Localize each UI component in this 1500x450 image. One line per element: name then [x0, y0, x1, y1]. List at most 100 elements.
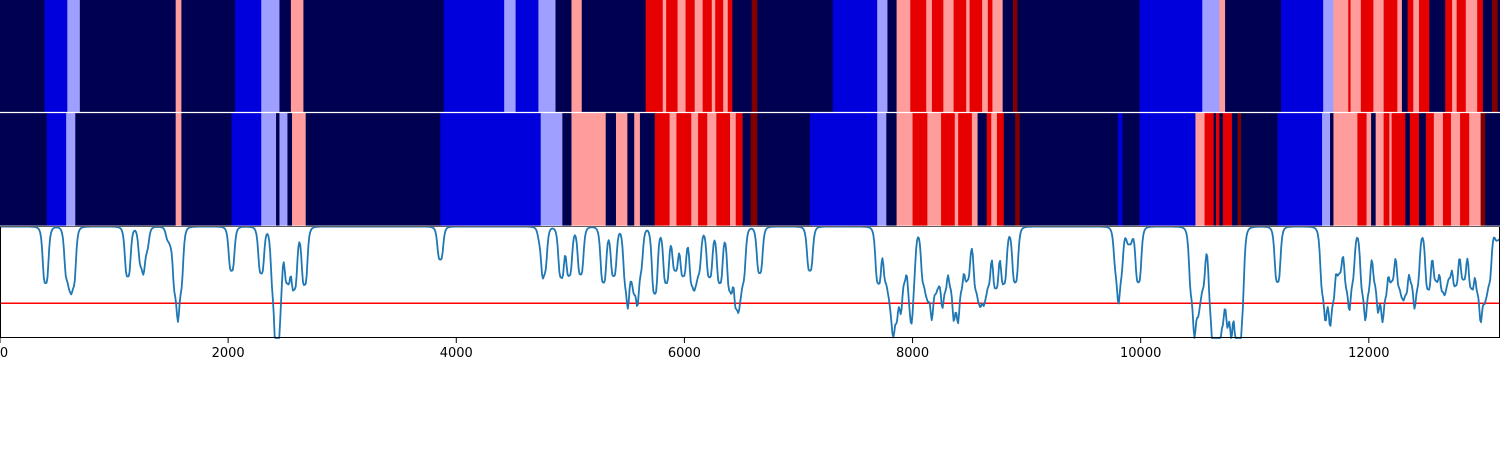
heatmap-top-cell-49 [1139, 0, 1203, 113]
heatmap-bottom-cell-10 [287, 113, 293, 226]
heatmap-bottom-cell-38 [912, 113, 928, 226]
heatmap-top-cell-41 [966, 0, 970, 113]
heatmap-bottom-cell-70 [1375, 113, 1385, 226]
heatmap-bottom-cell-37 [896, 113, 913, 226]
heatmap-top-cell-47 [1012, 0, 1018, 113]
heatmap-top-cell-44 [987, 0, 993, 113]
heatmap-top-cell-65 [1419, 0, 1430, 113]
heatmap-bottom-cell-66 [1333, 113, 1358, 226]
heatmap-bottom-cell-56 [1213, 113, 1217, 226]
signal-line-panel [0, 225, 1500, 339]
heatmap-bottom-cell-54 [1195, 113, 1205, 226]
heatmap-top-strip [0, 0, 1500, 113]
heatmap-bottom-cell-0 [0, 113, 48, 226]
heatmap-bottom-cell-26 [698, 113, 708, 226]
heatmap-bottom-cell-46 [991, 113, 998, 226]
heatmap-bottom-cell-41 [954, 113, 959, 226]
heatmap-bottom-cell-43 [971, 113, 978, 226]
heatmap-top-cell-18 [645, 0, 664, 113]
heatmap-bottom-cell-2 [66, 113, 76, 226]
heatmap-bottom-cell-39 [927, 113, 942, 226]
line-panel-background [0, 226, 1500, 338]
heatmap-bottom-cell-4 [175, 113, 182, 226]
heatmap-top-cell-63 [1407, 0, 1414, 113]
heatmap-bottom-cell-44 [977, 113, 988, 226]
heatmap-top-cell-27 [723, 0, 729, 113]
heatmap-bottom-cell-30 [735, 113, 743, 226]
heatmap-bottom-cell-80 [1450, 113, 1461, 226]
heatmap-bottom-cell-29 [730, 113, 737, 226]
heatmap-top-cell-53 [1280, 0, 1324, 113]
heatmap-top-cell-46 [1002, 0, 1014, 113]
heatmap-top-cell-17 [581, 0, 647, 113]
x-axis: 0 2000 4000 6000 8000 10000 12000 [0, 338, 1389, 361]
heatmap-top-cell-15 [555, 0, 572, 113]
x-tick-label-5: 10000 [1120, 346, 1161, 361]
heatmap-top-cell-20 [666, 0, 678, 113]
heatmap-bottom-cell-84 [1485, 113, 1500, 226]
heatmap-bottom-cell-47 [996, 113, 1005, 226]
heatmap-top-cell-3 [79, 0, 177, 113]
heatmap-bottom-cell-48 [1003, 113, 1016, 226]
heatmap-top-cell-74 [1497, 0, 1500, 113]
heatmap-bottom-cell-7 [261, 113, 277, 226]
heatmap-top-cell-7 [261, 0, 280, 113]
heatmap-bottom-cell-65 [1330, 113, 1334, 226]
heatmap-top-cell-31 [757, 0, 834, 113]
heatmap-bottom-cell-64 [1322, 113, 1331, 226]
heatmap-top-cell-0 [0, 0, 45, 113]
heatmap-top-cell-54 [1323, 0, 1334, 113]
x-tick-label-3: 6000 [668, 346, 701, 361]
heatmap-bottom-cell-79 [1442, 113, 1452, 226]
heatmap-top-cell-61 [1397, 0, 1403, 113]
heatmap-bottom-cell-27 [707, 113, 717, 226]
heatmap-bottom-cell-8 [276, 113, 280, 226]
heatmap-bottom-cell-28 [716, 113, 731, 226]
heatmap-top-cell-57 [1350, 0, 1362, 113]
heatmap-bottom-cell-59 [1222, 113, 1233, 226]
heatmap-bottom-cell-49 [1015, 113, 1021, 226]
heatmap-top-cell-55 [1333, 0, 1349, 113]
heatmap-top-cell-45 [992, 0, 1004, 113]
heatmap-top-cell-6 [234, 0, 262, 113]
heatmap-top-cell-58 [1360, 0, 1374, 113]
heatmap-top-cell-59 [1373, 0, 1385, 113]
heatmap-top-cell-34 [887, 0, 897, 113]
heatmap-bottom-cell-78 [1433, 113, 1444, 226]
heatmap-top-cell-25 [711, 0, 716, 113]
heatmap-bottom-cell-50 [1019, 113, 1119, 226]
heatmap-top-cell-13 [515, 0, 539, 113]
heatmap-top-cell-8 [279, 0, 292, 113]
heatmap-bottom-cell-18 [615, 113, 628, 226]
x-tick-label-6: 12000 [1348, 346, 1389, 361]
heatmap-bottom-cell-3 [75, 113, 177, 226]
heatmap-bottom-cell-82 [1469, 113, 1482, 226]
x-tick-label-2: 4000 [440, 346, 473, 361]
heatmap-top-cell-43 [982, 0, 989, 113]
heatmap-top-cell-68 [1452, 0, 1458, 113]
heatmap-bottom-cell-1 [46, 113, 67, 226]
heatmap-bottom-cell-42 [958, 113, 973, 226]
heatmap-bottom-cell-34 [809, 113, 878, 226]
heatmap-bottom-cell-76 [1419, 113, 1427, 226]
heatmap-bottom-cell-71 [1383, 113, 1390, 226]
heatmap-bottom-strip [0, 113, 1500, 226]
heatmap-top-cell-64 [1413, 0, 1420, 113]
heatmap-bottom-cell-68 [1366, 113, 1372, 226]
heatmap-bottom-cell-21 [639, 113, 656, 226]
heatmap-top-cell-38 [931, 0, 944, 113]
heatmap-bottom-cell-36 [886, 113, 897, 226]
heatmap-bottom-cell-11 [292, 113, 307, 226]
heatmap-bottom-cell-32 [750, 113, 758, 226]
heatmap-bottom-cell-24 [676, 113, 692, 226]
heatmap-top-cell-66 [1429, 0, 1446, 113]
heatmap-top-cell-26 [715, 0, 724, 113]
heatmap-bottom-cell-9 [279, 113, 288, 226]
heatmap-bottom-cell-19 [627, 113, 635, 226]
heatmap-bottom-cell-62 [1241, 113, 1278, 226]
x-tick-label-4: 8000 [896, 346, 929, 361]
heatmap-top-cell-40 [953, 0, 967, 113]
heatmap-bottom-cell-61 [1237, 113, 1242, 226]
heatmap-bottom-cell-31 [742, 113, 751, 226]
